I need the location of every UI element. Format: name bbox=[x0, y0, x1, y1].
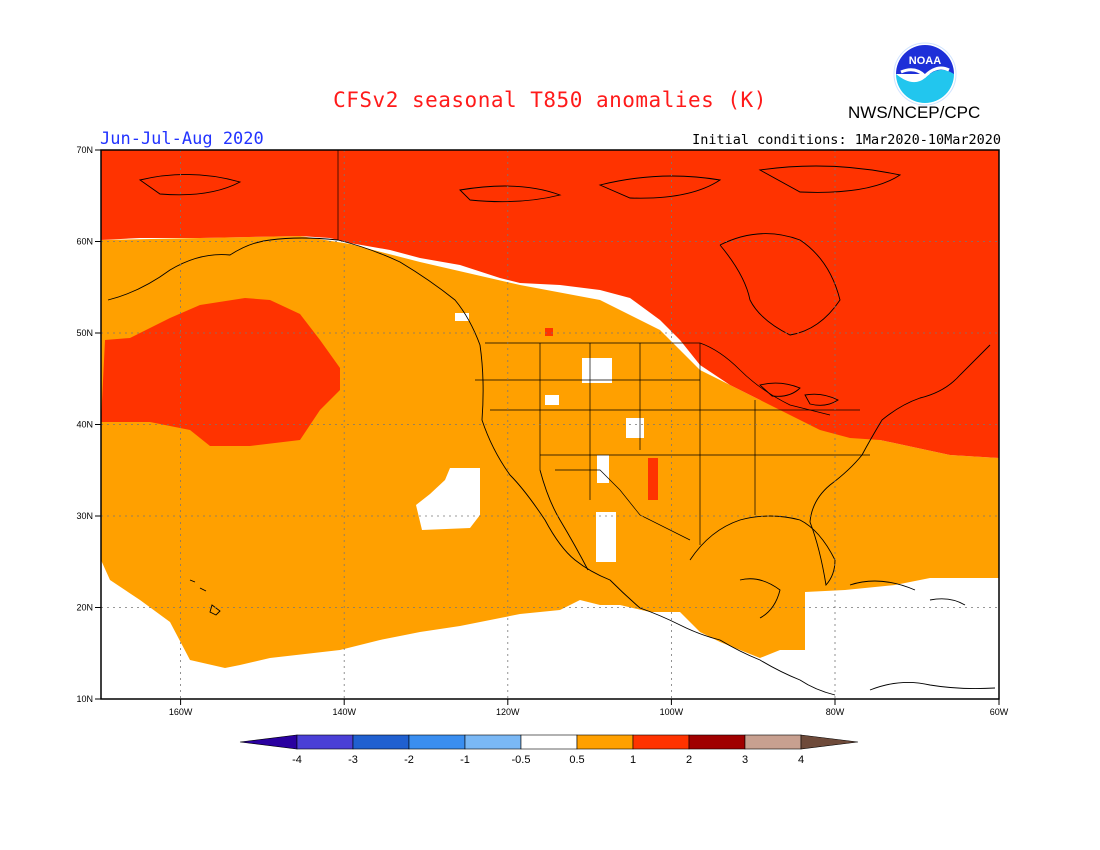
colorbar-segment bbox=[520, 734, 578, 750]
colorbar-segment bbox=[352, 734, 410, 750]
colorbar bbox=[239, 734, 859, 750]
initial-conditions: Initial conditions: 1Mar2020-10Mar2020 bbox=[692, 132, 1001, 148]
colorbar-segment bbox=[576, 734, 634, 750]
colorbar-segment bbox=[688, 734, 746, 750]
colorbar-label: -2 bbox=[404, 754, 414, 766]
colorbar-segment bbox=[464, 734, 522, 750]
lon-label: 160W bbox=[169, 707, 193, 717]
colorbar-segment bbox=[632, 734, 690, 750]
anomaly-region-red-pacific bbox=[101, 298, 340, 446]
white-patch-5 bbox=[596, 512, 616, 562]
colorbar-label: 2 bbox=[686, 754, 692, 766]
lat-label: 60N bbox=[76, 237, 93, 247]
political-boundaries bbox=[337, 150, 870, 545]
coastlines bbox=[107, 165, 996, 696]
anomaly-region-red-north bbox=[101, 150, 999, 458]
colorbar-segment bbox=[296, 734, 354, 750]
colorbar-segment bbox=[744, 734, 802, 750]
lat-label: 70N bbox=[76, 145, 93, 155]
colorbar-labels: -4 -3 -2 -1 -0.5 0.5 1 2 3 4 bbox=[292, 754, 804, 766]
lat-label: 50N bbox=[76, 328, 93, 338]
lat-label: 10N bbox=[76, 694, 93, 704]
white-patch-1 bbox=[597, 455, 609, 483]
anomaly-spot-small bbox=[545, 328, 553, 336]
colorbar-label: -0.5 bbox=[512, 754, 531, 766]
season-label: Jun-Jul-Aug 2020 bbox=[100, 129, 264, 149]
colorbar-label: 0.5 bbox=[569, 754, 584, 766]
lat-label: 20N bbox=[76, 603, 93, 613]
noaa-logo: NOAA bbox=[893, 42, 957, 106]
axis-ticks bbox=[95, 149, 1000, 705]
colorbar-label: -3 bbox=[348, 754, 358, 766]
colorbar-label: 1 bbox=[630, 754, 636, 766]
white-patch-6 bbox=[455, 313, 469, 321]
white-patch-4 bbox=[582, 358, 612, 383]
colorbar-left-arrow bbox=[239, 734, 298, 750]
lat-label: 30N bbox=[76, 511, 93, 521]
lon-label: 120W bbox=[496, 707, 520, 717]
lon-label: 80W bbox=[826, 707, 845, 717]
colorbar-label: 4 bbox=[798, 754, 804, 766]
colorbar-label: -1 bbox=[460, 754, 470, 766]
white-patch-2 bbox=[626, 418, 644, 438]
white-patch-3 bbox=[545, 395, 559, 405]
colorbar-label: 3 bbox=[742, 754, 748, 766]
lon-label: 100W bbox=[660, 707, 684, 717]
anomaly-region-orange bbox=[101, 236, 999, 668]
lat-label: 40N bbox=[76, 420, 93, 430]
anomaly-spot-southwest bbox=[648, 458, 658, 500]
map-title: CFSv2 seasonal T850 anomalies (K) bbox=[333, 88, 767, 112]
colorbar-segment bbox=[408, 734, 466, 750]
white-patch-pacific bbox=[416, 468, 480, 530]
colorbar-label: -4 bbox=[292, 754, 302, 766]
agency-label: NWS/NCEP/CPC bbox=[848, 103, 981, 122]
colorbar-right-arrow bbox=[800, 734, 859, 750]
logo-text: NOAA bbox=[909, 55, 941, 67]
graticule bbox=[101, 150, 999, 699]
lon-label: 60W bbox=[990, 707, 1009, 717]
lon-label: 140W bbox=[332, 707, 356, 717]
